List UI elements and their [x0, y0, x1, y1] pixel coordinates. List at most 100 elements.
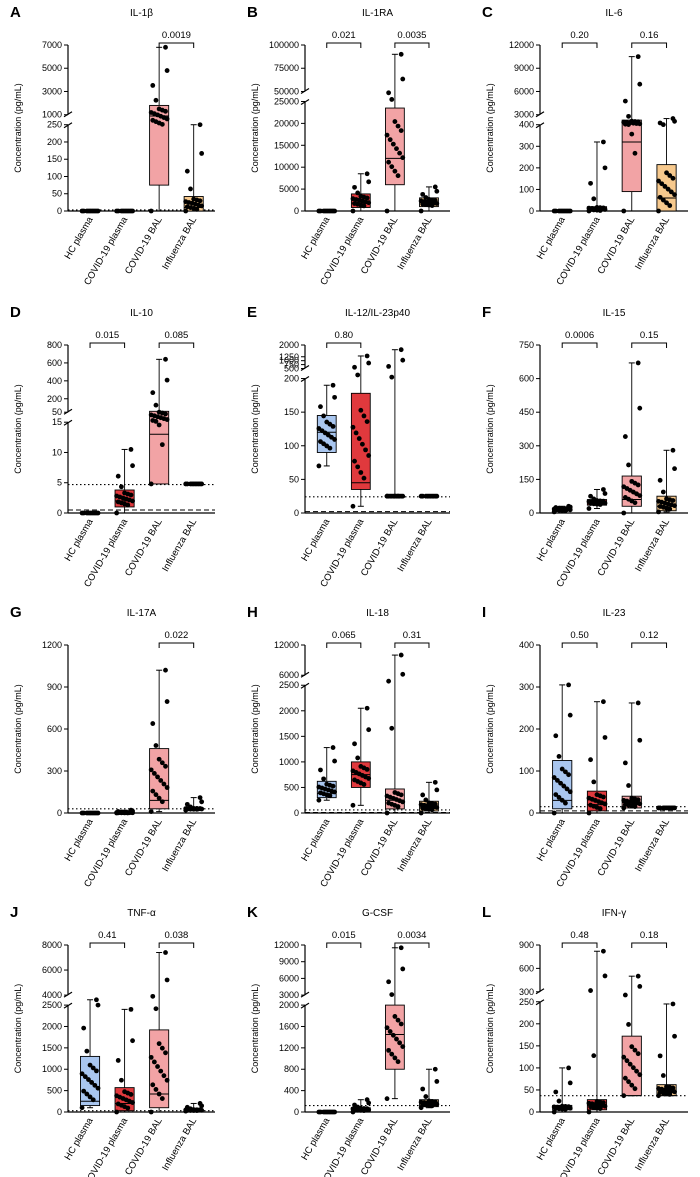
- data-point: [588, 988, 593, 993]
- data-point: [556, 753, 562, 759]
- data-point: [163, 1050, 168, 1056]
- data-point: [621, 1054, 627, 1060]
- panel-title: IL-15: [603, 308, 626, 319]
- data-point: [418, 1099, 424, 1105]
- data-point: [635, 973, 641, 979]
- y-tick-label: 500: [284, 782, 299, 792]
- data-point: [629, 795, 635, 801]
- data-point: [158, 1068, 164, 1074]
- data-point: [151, 1059, 157, 1065]
- data-point: [364, 353, 370, 359]
- data-point: [591, 496, 597, 502]
- data-point: [156, 1091, 162, 1097]
- data-point: [199, 151, 205, 156]
- x-tick-label: COVID-19 BAL: [123, 215, 165, 276]
- x-tick-label: Influenza BAL: [395, 1116, 434, 1173]
- data-point: [358, 193, 364, 199]
- panel-title: IL-18: [366, 608, 389, 619]
- data-point: [153, 402, 159, 408]
- data-point: [184, 204, 190, 210]
- data-point: [637, 983, 643, 989]
- panel-title: TNF-α: [127, 908, 156, 919]
- y-tick-label: 5: [57, 478, 62, 488]
- data-point: [150, 993, 156, 999]
- data-point: [559, 766, 565, 772]
- data-point: [84, 1091, 90, 1097]
- data-point: [418, 802, 424, 808]
- data-point: [392, 1055, 398, 1061]
- y-tick-label: 0: [529, 206, 534, 216]
- x-tick-label: COVID-19 BAL: [359, 1116, 401, 1177]
- y-tick-label: 100000: [269, 40, 299, 50]
- panel-letter: A: [10, 4, 21, 21]
- y-tick-label: 100: [519, 184, 534, 194]
- p-value-label: 0.48: [570, 930, 589, 941]
- data-point: [656, 208, 661, 214]
- data-point: [390, 141, 396, 147]
- y-tick-label: 50: [52, 407, 62, 417]
- data-point: [400, 1044, 406, 1050]
- data-point: [114, 1093, 120, 1099]
- data-point: [150, 117, 156, 123]
- data-point: [150, 721, 156, 726]
- data-point: [664, 496, 669, 502]
- y-tick-label: 3000: [279, 990, 299, 1000]
- data-point: [629, 1044, 635, 1050]
- data-point: [114, 1109, 120, 1115]
- data-point: [656, 509, 661, 515]
- y-tick-label: 2000: [279, 706, 299, 716]
- y-tick-label: 8000: [42, 940, 62, 950]
- panel-title: IL-10: [130, 308, 153, 319]
- y-tick-label: 0: [294, 206, 299, 216]
- data-point: [632, 1086, 638, 1092]
- data-point: [553, 792, 559, 797]
- data-point: [148, 110, 154, 115]
- data-point: [161, 1073, 167, 1079]
- y-axis-label: Concentration (pg/mL): [485, 984, 495, 1074]
- p-value-label: 0.41: [98, 930, 117, 941]
- y-tick-label: 200: [47, 394, 62, 404]
- data-point: [656, 178, 661, 184]
- y-tick-label: 800: [47, 340, 62, 350]
- y-tick-label: 1200: [42, 640, 62, 650]
- data-point: [155, 774, 160, 780]
- data-point: [163, 356, 168, 362]
- data-point: [163, 763, 168, 769]
- data-point: [87, 1094, 93, 1100]
- data-point: [324, 781, 330, 787]
- p-value-label: 0.16: [640, 30, 659, 41]
- data-point: [418, 208, 424, 214]
- panel-title: IL-1RA: [362, 8, 393, 19]
- data-point: [553, 505, 559, 510]
- y-tick-label: 1000: [279, 356, 299, 366]
- data-point: [163, 950, 168, 955]
- data-point: [148, 1054, 154, 1060]
- data-point: [150, 788, 156, 794]
- data-point: [586, 205, 592, 211]
- x-tick-label: COVID-19 BAL: [596, 1116, 638, 1177]
- y-tick-label: 9000: [279, 957, 299, 967]
- p-value-label: 0.085: [165, 330, 189, 341]
- data-point: [322, 1109, 328, 1115]
- significance-bracket: [631, 642, 668, 648]
- data-point: [330, 382, 336, 388]
- data-point: [567, 1080, 573, 1086]
- data-point: [318, 1109, 323, 1115]
- data-point: [183, 199, 189, 205]
- data-point: [394, 146, 399, 152]
- p-value-label: 0.065: [332, 630, 356, 641]
- data-point: [664, 1084, 669, 1090]
- x-tick-label: HC plasma: [535, 214, 568, 261]
- data-point: [389, 97, 395, 102]
- y-axis-label: Concentration (pg/mL): [485, 83, 495, 173]
- data-point: [130, 808, 135, 814]
- y-tick-label: 6000: [279, 973, 299, 983]
- y-tick-label: 200: [519, 163, 534, 173]
- data-point: [316, 784, 322, 790]
- panel-e: E IL-12/IL-23p40 Concentration (pg/mL) 0 50 1…: [247, 304, 450, 589]
- panel-j: J TNF-α Concentration (pg/mL) 0 500 1000 1500 2…: [10, 904, 215, 1177]
- data-point: [621, 119, 627, 125]
- data-point: [318, 790, 323, 796]
- data-point: [355, 372, 361, 378]
- y-tick-label: 5000: [42, 63, 62, 73]
